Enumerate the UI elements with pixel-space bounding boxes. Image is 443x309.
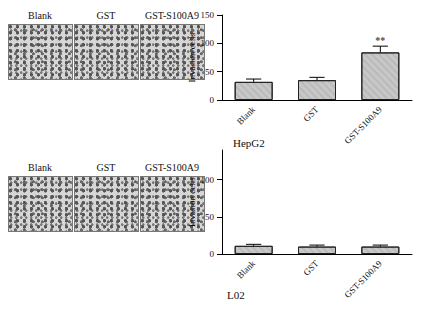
- html-text:GST-S100A9: GST-S100A9: [145, 10, 199, 21]
- svg-text:50: 50: [205, 212, 215, 222]
- svg-text:0: 0: [210, 95, 215, 105]
- svg-text:HepG2: HepG2: [233, 137, 265, 149]
- svg-text:100: 100: [201, 175, 215, 185]
- svg-text:50: 50: [205, 67, 215, 77]
- svg-text:GST: GST: [301, 104, 320, 123]
- svg-text:150: 150: [201, 10, 215, 20]
- svg-text:0: 0: [210, 249, 215, 259]
- html-text:Blank: Blank: [28, 162, 52, 173]
- svg-text:Invasion cells: Invasion cells: [187, 177, 197, 227]
- html-text:GST: GST: [96, 162, 116, 173]
- svg-text:**: **: [375, 35, 385, 46]
- svg-text:GST-S100A9: GST-S100A9: [342, 104, 384, 146]
- svg-text:100: 100: [201, 38, 215, 48]
- html-text:Blank: Blank: [28, 10, 52, 21]
- svg-text:GST: GST: [301, 258, 320, 277]
- html-text:GST-S100A9: GST-S100A9: [145, 162, 199, 173]
- svg-text:L02: L02: [227, 289, 245, 301]
- svg-text:Blank: Blank: [235, 104, 258, 127]
- svg-text:GST-S100A9: GST-S100A9: [342, 258, 384, 300]
- svg-text:Invasion cells: Invasion cells: [187, 32, 197, 82]
- html-text:GST: GST: [96, 10, 116, 21]
- svg-text:Blank: Blank: [235, 258, 258, 281]
